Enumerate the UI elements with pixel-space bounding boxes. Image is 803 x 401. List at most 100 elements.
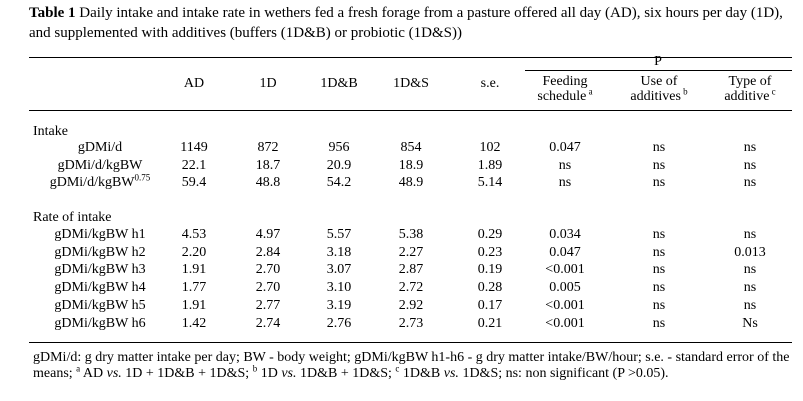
table-cell: 0.047: [549, 140, 581, 155]
table-cell: ns: [652, 175, 666, 190]
table-cell: ns: [652, 280, 666, 295]
table-caption-text: Daily intake and intake rate in wethers …: [29, 5, 783, 41]
table-cell: 5.38: [398, 227, 424, 242]
table-cell: 956: [328, 140, 350, 155]
col-header-feeding-schedule-line1: Feeding: [542, 74, 588, 89]
table-cell: 854: [400, 140, 422, 155]
table-cell: 5.14: [477, 175, 503, 190]
table-cell: 0.005: [549, 280, 581, 295]
header-bottom-rule: [29, 110, 792, 111]
table-cell: 0.013: [734, 245, 766, 260]
table-cell: 0.19: [477, 262, 503, 277]
row-label: gDMi/kgBW h3: [54, 262, 146, 277]
table-cell: 1149: [180, 140, 208, 155]
row-label: gDMi/kgBW h2: [54, 245, 146, 260]
table-cell: <0.001: [545, 262, 585, 277]
col-header-1ds: 1D&S: [393, 76, 429, 91]
table-cell: ns: [743, 175, 757, 190]
table-cell: ns: [558, 175, 572, 190]
col-header-ad: AD: [183, 76, 205, 91]
table-cell: 4.97: [255, 227, 281, 242]
table-cell: ns: [743, 158, 757, 173]
table-cell: 2.87: [398, 262, 424, 277]
table-cell: 1.91: [181, 262, 207, 277]
table-cell: 2.70: [255, 262, 281, 277]
table-cell: 2.74: [255, 316, 281, 331]
table-cell: 2.76: [326, 316, 352, 331]
table-cell: 1.77: [181, 280, 207, 295]
table-cell: 2.27: [398, 245, 424, 260]
table-cell: ns: [652, 316, 666, 331]
table-cell: 0.29: [477, 227, 503, 242]
table-cell: 0.047: [549, 245, 581, 260]
table-cell: 48.8: [255, 175, 281, 190]
table-caption: Table 1 Daily intake and intake rate in …: [29, 3, 789, 43]
col-header-se: s.e.: [480, 76, 500, 91]
row-label: gDMi/kgBW h1: [54, 227, 146, 242]
row-label: gDMi/d/kgBW: [57, 158, 143, 173]
table-cell: <0.001: [545, 298, 585, 313]
table-cell: 0.034: [549, 227, 581, 242]
table-cell: ns: [652, 140, 666, 155]
section-title: Intake: [33, 124, 68, 139]
table-cell: ns: [743, 262, 757, 277]
table-cell: ns: [652, 298, 666, 313]
table-cell: <0.001: [545, 316, 585, 331]
row-label: gDMi/kgBW h6: [54, 316, 146, 331]
table-cell: 0.28: [477, 280, 503, 295]
table-cell: 3.18: [326, 245, 352, 260]
col-header-1db: 1D&B: [320, 76, 358, 91]
table-cell: ns: [652, 227, 666, 242]
table-cell: 2.70: [255, 280, 281, 295]
col-header-use-of-additives-line2: additives b: [630, 86, 688, 104]
col-header-type-of-additive-line2: additive c: [724, 86, 776, 104]
p-group-rule: [525, 70, 792, 71]
table-cell: Ns: [742, 316, 758, 331]
table-footnote: gDMi/d: g dry matter intake per day; BW …: [33, 350, 790, 381]
table-cell: 18.9: [398, 158, 424, 173]
row-label: gDMi/d/kgBW0.75: [49, 172, 151, 190]
table-cell: 1.89: [477, 158, 503, 173]
col-header-feeding-schedule-line2: schedule a: [537, 86, 593, 104]
table-label: Table 1: [29, 5, 76, 21]
table-cell: 18.7: [255, 158, 281, 173]
table-cell: 3.10: [326, 280, 352, 295]
table-cell: 54.2: [326, 175, 352, 190]
p-group-header: P: [654, 54, 662, 69]
table-cell: 2.77: [255, 298, 281, 313]
table-cell: 1.42: [181, 316, 207, 331]
table-cell: 102: [479, 140, 501, 155]
table-cell: 4.53: [181, 227, 207, 242]
section-title: Rate of intake: [33, 210, 112, 225]
table-cell: 3.19: [326, 298, 352, 313]
table-cell: 2.92: [398, 298, 424, 313]
table-cell: 2.20: [181, 245, 207, 260]
table-cell: ns: [743, 280, 757, 295]
table-cell: ns: [743, 140, 757, 155]
table-bottom-rule: [29, 342, 792, 343]
table-cell: 2.72: [398, 280, 424, 295]
table-cell: 22.1: [181, 158, 207, 173]
table-cell: 872: [257, 140, 279, 155]
table-cell: 59.4: [181, 175, 207, 190]
col-header-1d: 1D: [259, 76, 277, 91]
table-cell: 20.9: [326, 158, 352, 173]
table-cell: ns: [558, 158, 572, 173]
table-cell: 2.73: [398, 316, 424, 331]
table-cell: 1.91: [181, 298, 207, 313]
col-header-type-of-additive-line1: Type of: [728, 74, 772, 89]
table-cell: ns: [652, 245, 666, 260]
table-cell: 2.84: [255, 245, 281, 260]
row-label: gDMi/d: [77, 140, 123, 155]
table-cell: 0.17: [477, 298, 503, 313]
top-rule: [29, 57, 792, 58]
col-header-use-of-additives-line1: Use of: [640, 74, 678, 89]
table-cell: ns: [743, 298, 757, 313]
table-cell: 48.9: [398, 175, 424, 190]
table-cell: ns: [652, 158, 666, 173]
table-cell: 5.57: [326, 227, 352, 242]
row-label: gDMi/kgBW h4: [54, 280, 146, 295]
table-cell: 0.23: [477, 245, 503, 260]
table-cell: ns: [652, 262, 666, 277]
table-cell: 0.21: [477, 316, 503, 331]
